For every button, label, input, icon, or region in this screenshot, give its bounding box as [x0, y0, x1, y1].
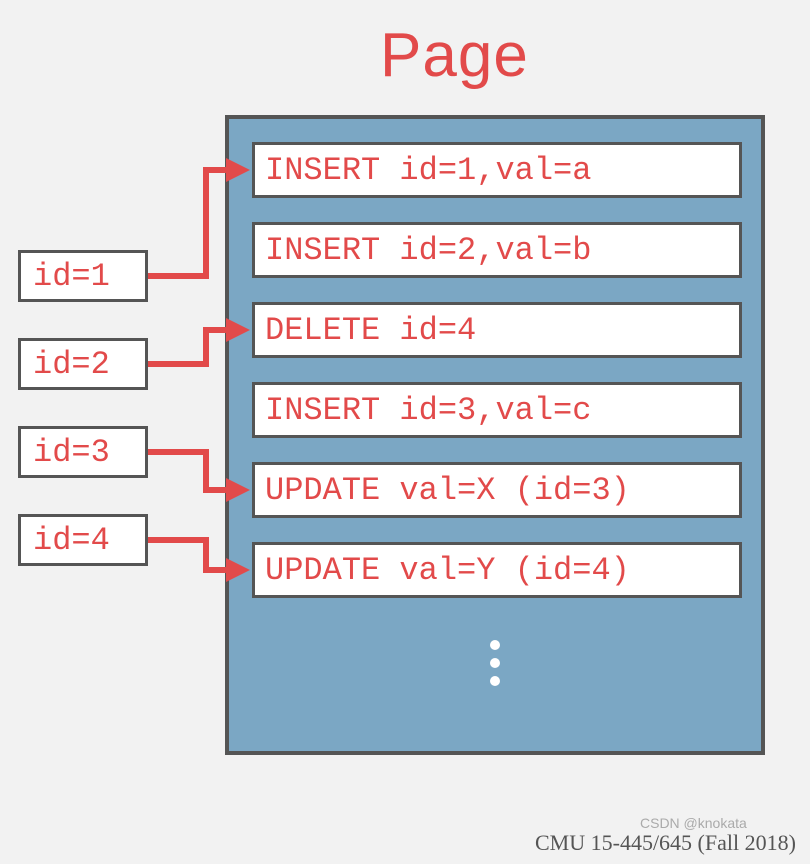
- log-text: INSERT id=2,val=b: [265, 232, 591, 269]
- dot-icon: [490, 640, 500, 650]
- id-box: id=3: [18, 426, 148, 478]
- log-entry: INSERT id=1,val=a: [252, 142, 742, 198]
- log-entry: DELETE id=4: [252, 302, 742, 358]
- watermark-text: CSDN @knokata: [640, 815, 747, 831]
- log-entry: INSERT id=2,val=b: [252, 222, 742, 278]
- log-text: INSERT id=1,val=a: [265, 152, 591, 189]
- page-title: Page: [380, 20, 529, 91]
- id-box: id=2: [18, 338, 148, 390]
- log-entry: UPDATE val=X (id=3): [252, 462, 742, 518]
- id-box: id=4: [18, 514, 148, 566]
- log-text: INSERT id=3,val=c: [265, 392, 591, 429]
- log-entry: UPDATE val=Y (id=4): [252, 542, 742, 598]
- id-label: id=1: [33, 258, 110, 295]
- id-label: id=4: [33, 522, 110, 559]
- footer-text: CMU 15-445/645 (Fall 2018): [535, 830, 796, 856]
- id-label: id=3: [33, 434, 110, 471]
- ellipsis-dots: [490, 640, 500, 686]
- log-text: DELETE id=4: [265, 312, 476, 349]
- id-label: id=2: [33, 346, 110, 383]
- id-box: id=1: [18, 250, 148, 302]
- dot-icon: [490, 676, 500, 686]
- dot-icon: [490, 658, 500, 668]
- log-entry: INSERT id=3,val=c: [252, 382, 742, 438]
- log-text: UPDATE val=X (id=3): [265, 472, 630, 509]
- log-text: UPDATE val=Y (id=4): [265, 552, 630, 589]
